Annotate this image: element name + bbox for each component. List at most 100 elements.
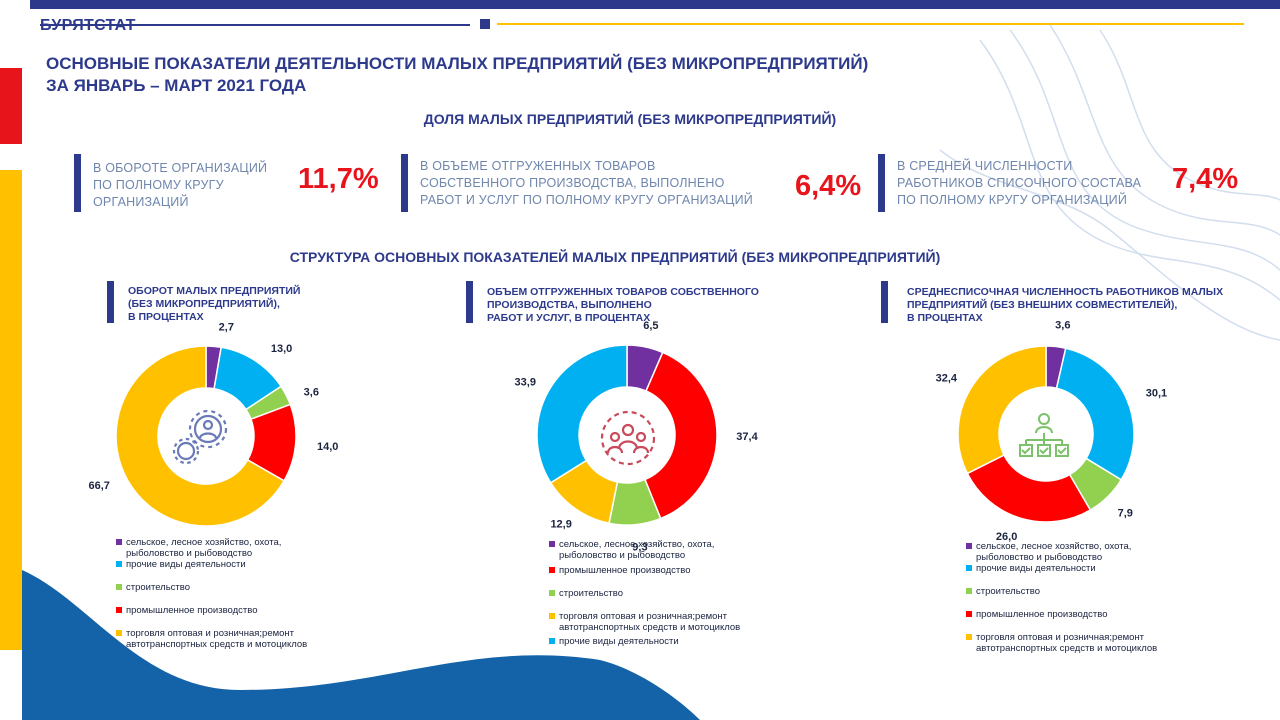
stat-description-line: ПО ПОЛНОМУ КРУГУ [93,178,224,192]
legend-swatch [549,590,555,596]
legend-item-construction: строительство [549,588,789,599]
chart-title-line: ОБЪЕМ ОТГРУЖЕННЫХ ТОВАРОВ СОБСТВЕННОГО [487,286,759,298]
legend-item-industry: промышленное производство [966,609,1206,620]
stat-accent-bar [401,154,408,212]
legend-swatch [549,638,555,644]
legend-label: строительство [559,588,624,599]
legend-item-agriculture: сельское, лесное хозяйство, охота, рыболо… [116,537,356,559]
chart-accent-bar [881,281,888,323]
stat-accent-bar [878,154,885,212]
stat-description-line: РАБОТНИКОВ СПИСОЧНОГО СОСТАВА [897,176,1142,190]
brand-name: БУРЯТСТАТ [40,17,136,34]
page-title-line2: ЗА ЯНВАРЬ – МАРТ 2021 ГОДА [46,76,307,95]
header-square [480,19,490,29]
legend-swatch [966,565,972,571]
legend-swatch [116,584,122,590]
pie-slice-trade [115,345,286,527]
legend-item-other: прочие виды деятельности [966,563,1206,574]
legend-label: рыболовство и рыбоводство [126,548,253,559]
pie-slice-trade [957,345,1047,475]
legend-label: торговля оптовая и розничная;ремонт [559,611,728,622]
legend-swatch [549,613,555,619]
legend-swatch [549,541,555,547]
data-label-agriculture: 6,5 [643,320,658,332]
chart-title-line: (БЕЗ МИКРОПРЕДПРИЯТИЙ), [128,298,280,310]
stat-description: В ОБОРОТЕ ОРГАНИЗАЦИЙ ПО ПОЛНОМУ КРУГУ О… [93,160,293,211]
legend-label: торговля оптовая и розничная;ремонт [976,632,1145,643]
data-label-other: 33,9 [515,377,536,389]
data-label-industry: 26,0 [996,531,1017,543]
pie-slice-industry [643,351,718,520]
chart-title-line: РАБОТ И УСЛУГ, В ПРОЦЕНТАХ [487,312,651,324]
page-title-line1: ОСНОВНЫЕ ПОКАЗАТЕЛИ ДЕЯТЕЛЬНОСТИ МАЛЫХ П… [46,54,869,73]
gears-person-icon [172,409,228,465]
chart-title: СРЕДНЕСПИСОЧНАЯ ЧИСЛЕННОСТЬ РАБОТНИКОВ М… [907,286,1247,325]
chart-legend: сельское, лесное хозяйство, охота, рыболо… [966,541,1206,654]
legend-label: автотранспортных средств и мотоциклов [126,639,308,650]
stat-value: 7,4% [1172,163,1239,195]
legend-swatch [966,611,972,617]
top-banner [30,0,1280,9]
pie-slice-industry [966,454,1092,523]
chart-title-line: В ПРОЦЕНТАХ [128,311,204,323]
data-label-agriculture: 3,6 [1055,320,1070,332]
org-structure-icon [1019,413,1069,457]
legend-label: промышленное производство [126,605,258,616]
legend-label: прочие виды деятельности [126,559,246,570]
wave-lines [939,24,1280,341]
stat-description-line: В СРЕДНЕЙ ЧИСЛЕННОСТИ [897,159,1073,173]
chart-title: ОБОРОТ МАЛЫХ ПРЕДПРИЯТИЙ (БЕЗ МИКРОПРЕДП… [128,285,328,324]
legend-swatch [116,607,122,613]
legend-item-trade: торговля оптовая и розничная;ремонт автот… [549,611,789,633]
data-label-other: 30,1 [1146,388,1167,400]
legend-label: строительство [976,586,1041,597]
legend-label: сельское, лесное хозяйство, охота, [126,537,282,548]
legend-label: прочие виды деятельности [976,563,1096,574]
chart-title-line: ПРЕДПРИЯТИЙ (БЕЗ ВНЕШНИХ СОВМЕСТИТЕЛЕЙ), [907,299,1178,311]
legend-swatch [966,588,972,594]
chart-accent-bar [466,281,473,323]
bottom-wave [22,570,700,720]
stat-value: 11,7% [298,163,379,195]
stat-value: 6,4% [795,170,862,202]
legend-swatch [549,567,555,573]
legend-label: промышленное производство [976,609,1108,620]
data-label-construction: 9,3 [632,542,647,554]
legend-item-trade: торговля оптовая и розничная;ремонт автот… [116,628,356,650]
share-section-title: ДОЛЯ МАЛЫХ ПРЕДПРИЯТИЙ (БЕЗ МИКРОПРЕДПРИ… [423,111,837,127]
stat-description-line: В ОБОРОТЕ ОРГАНИЗАЦИЙ [93,161,268,175]
stat-description-line: РАБОТ И УСЛУГ ПО ПОЛНОМУ КРУГУ ОРГАНИЗАЦ… [420,193,753,207]
data-label-construction: 7,9 [1118,508,1133,520]
data-label-other: 13,0 [271,343,292,355]
legend-item-trade: торговля оптовая и розничная;ремонт автот… [966,632,1206,654]
legend-item-agriculture: сельское, лесное хозяйство, охота, рыболо… [549,539,789,561]
legend-swatch [116,630,122,636]
data-label-trade: 12,9 [550,519,571,531]
stat-description-line: ПО ПОЛНОМУ КРУГУ ОРГАНИЗАЦИЙ [897,193,1128,207]
chart-title-line: СРЕДНЕСПИСОЧНАЯ ЧИСЛЕННОСТЬ РАБОТНИКОВ М… [907,286,1224,298]
page-title: ОСНОВНЫЕ ПОКАЗАТЕЛИ ДЕЯТЕЛЬНОСТИ МАЛЫХ П… [46,53,1006,97]
legend-label: рыболовство и рыбоводство [559,550,686,561]
people-gear-icon [600,410,656,466]
stat-description: В СРЕДНЕЙ ЧИСЛЕННОСТИ РАБОТНИКОВ СПИСОЧН… [897,158,1167,209]
legend-item-agriculture: сельское, лесное хозяйство, охота, рыболо… [966,541,1206,563]
legend-label: сельское, лесное хозяйство, охота, [559,539,715,550]
data-label-industry: 14,0 [317,441,338,453]
pie-slice-other [1055,347,1135,481]
legend-item-construction: строительство [966,586,1206,597]
chart-legend: сельское, лесное хозяйство, охота, рыболо… [549,539,789,647]
left-red-strip [0,68,22,144]
stat-description-line: СОБСТВЕННОГО ПРОИЗВОДСТВА, ВЫПОЛНЕНО [420,176,725,190]
legend-item-other: прочие виды деятельности [549,636,789,647]
legend-label: сельское, лесное хозяйство, охота, [976,541,1132,552]
structure-section-title: СТРУКТУРА ОСНОВНЫХ ПОКАЗАТЕЛЕЙ МАЛЫХ ПРЕ… [289,249,941,265]
legend-item-other: прочие виды деятельности [116,559,356,570]
legend-item-industry: промышленное производство [549,565,789,576]
legend-item-industry: промышленное производство [116,605,356,616]
legend-swatch [116,539,122,545]
chart-title-line: ПРОИЗВОДСТВА, ВЫПОЛНЕНО [487,299,652,311]
chart-title-line: В ПРОЦЕНТАХ [907,312,983,324]
legend-label: рыболовство и рыбоводство [976,552,1103,563]
data-label-trade: 66,7 [88,480,109,492]
